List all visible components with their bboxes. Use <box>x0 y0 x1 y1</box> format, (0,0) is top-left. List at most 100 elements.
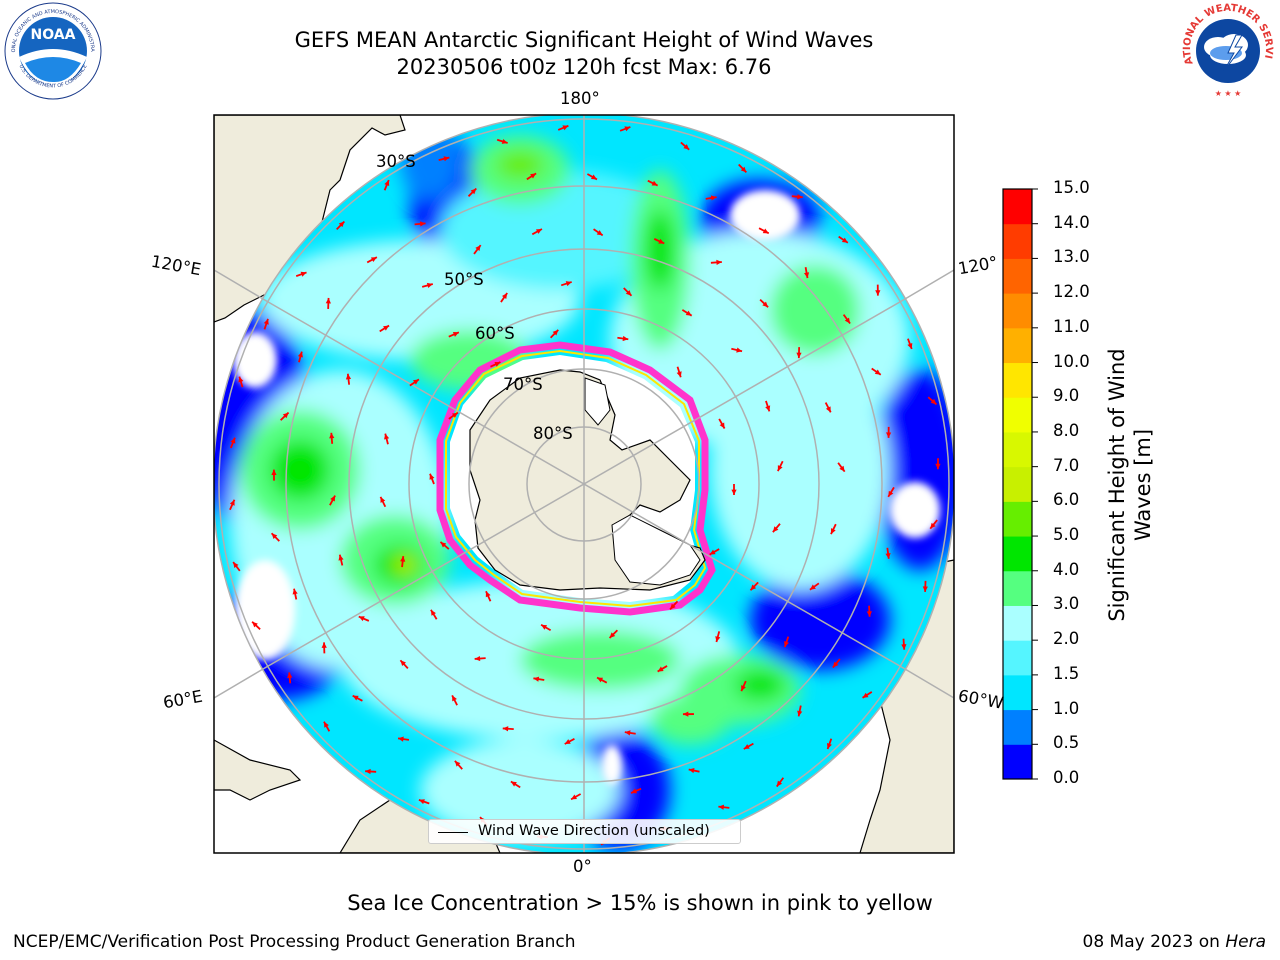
wind-wave-arrowhead <box>271 533 278 539</box>
wind-wave-arrowhead <box>384 180 390 187</box>
colorbar-tick-label: 0.5 <box>1053 733 1080 753</box>
wind-wave-arrowhead <box>741 685 746 692</box>
wind-wave-arrowhead <box>400 660 406 667</box>
wind-wave-arrowhead <box>400 556 406 562</box>
colorbar-bin <box>1003 223 1032 259</box>
colorbar-bin <box>1003 327 1032 364</box>
africa-land <box>214 739 302 801</box>
sea-ice-caption: Sea Ice Concentration > 15% is shown in … <box>347 891 933 915</box>
parallel-label-50s: 50°S <box>444 270 484 289</box>
colorbar-bin <box>1003 640 1032 676</box>
wind-wave-arrowhead <box>474 655 481 662</box>
wind-wave-arrowhead <box>429 473 435 480</box>
chart-title: GEFS MEAN Antarctic Significant Height o… <box>294 28 874 52</box>
legend-line-swatch <box>438 832 468 833</box>
wind-wave-arrowhead <box>803 272 810 279</box>
wind-wave-arrowhead <box>233 562 239 568</box>
wind-wave-arrowhead <box>718 804 725 810</box>
parallel-label-60s: 60°S <box>475 324 515 343</box>
wind-wave-arrowhead <box>330 495 336 502</box>
wind-wave-arrowhead <box>229 499 235 506</box>
wind-wave-arrowhead <box>886 432 892 438</box>
wind-wave-arrowhead <box>321 642 327 648</box>
wind-wave-arrowhead <box>571 794 578 800</box>
wind-wave-arrowhead <box>839 465 845 472</box>
wind-wave-arrowhead <box>271 469 277 476</box>
wind-wave-arrowhead <box>530 173 537 179</box>
colorbar-tick-label: 14.0 <box>1053 212 1090 232</box>
colorbar-bin <box>1003 293 1032 329</box>
colorbar-title: Significant Height of Wind Waves [m] <box>1105 348 1155 622</box>
colorbar-bin <box>1003 744 1032 780</box>
wind-wave-arrowhead <box>323 721 329 728</box>
wind-wave-arrowhead <box>383 325 390 331</box>
colorbar-tick-label: 3.0 <box>1053 594 1080 614</box>
wind-wave-arrowhead <box>710 195 717 201</box>
australia-land <box>214 115 406 323</box>
wind-wave-arrowhead <box>454 760 461 767</box>
colorbar-bin <box>1003 189 1032 225</box>
wind-wave-arrowhead <box>844 317 851 324</box>
wind-wave-arrowhead <box>657 666 664 672</box>
wind-wave-arrowhead <box>688 768 695 774</box>
colorbar-tick-label: 13.0 <box>1053 247 1090 267</box>
wind-wave-arrowhead <box>419 221 426 227</box>
svg-text:★ ★ ★: ★ ★ ★ <box>1215 89 1242 98</box>
wind-wave-arrowhead <box>452 332 459 337</box>
wind-wave-arrowhead <box>682 711 689 717</box>
colorbar-bin <box>1003 466 1032 502</box>
wind-wave-arrowhead <box>875 290 881 296</box>
wind-wave-arrowhead <box>564 739 571 745</box>
wind-wave-arrowhead <box>297 351 303 358</box>
wind-wave-arrowhead <box>338 221 345 228</box>
wind-wave-arrowhead <box>719 422 725 429</box>
wind-wave-arrowhead <box>501 293 508 299</box>
wind-wave-arrowhead <box>345 373 352 380</box>
footer-credit: NCEP/EMC/Verification Post Processing Pr… <box>13 932 576 952</box>
colorbar-bin <box>1003 501 1032 537</box>
colorbar-tick-label: 1.0 <box>1053 698 1080 718</box>
wind-wave-arrowhead <box>624 730 631 736</box>
wind-wave-arrowhead <box>562 125 569 131</box>
wind-wave-arrowhead <box>565 281 572 287</box>
wind-wave-arrowhead <box>709 549 716 555</box>
wind-wave-arrowhead <box>609 632 616 638</box>
wind-wave-arrowhead <box>597 677 604 683</box>
nws-logo: NATIONAL WEATHER SERVICE ★ ★ ★ <box>1178 1 1275 98</box>
wind-wave-arrowhead <box>797 194 803 200</box>
wind-wave-arrowhead <box>418 799 425 805</box>
wind-wave-arrowhead <box>370 257 377 263</box>
parallel-label-80s: 80°S <box>533 424 573 443</box>
wind-wave-arrowhead <box>501 138 508 144</box>
wind-wave-arrowhead <box>398 736 404 742</box>
wind-wave-arrowhead <box>935 463 941 470</box>
colorbar-tick-label: 12.0 <box>1053 282 1090 302</box>
wind-wave-arrowhead <box>736 347 743 353</box>
colorbar-bin <box>1003 362 1032 398</box>
colorbar-bin <box>1003 397 1032 433</box>
wind-wave-arrowhead <box>784 641 789 648</box>
wind-wave-arrowhead <box>832 661 839 668</box>
colorbar-tick-label: 0.0 <box>1053 768 1080 787</box>
wind-wave-arrowhead <box>510 781 517 787</box>
wind-wave-arrowhead <box>631 788 638 794</box>
wind-wave-arrowhead <box>796 352 802 359</box>
wind-wave-arrowhead <box>797 710 803 717</box>
wind-wave-arrowhead <box>862 692 869 698</box>
wind-wave-arrowhead <box>358 616 365 622</box>
wind-wave-arrowhead <box>282 412 289 419</box>
sea-ice-edge <box>436 341 716 616</box>
noaa-logo-text: NOAA <box>31 27 76 43</box>
chart-subtitle: 20230506 t00z 120h fcst Max: 6.76 <box>396 55 772 79</box>
wind-wave-arrowhead <box>930 522 936 529</box>
wind-wave-arrowhead <box>292 588 298 595</box>
wind-wave-arrowhead <box>930 398 937 405</box>
noaa-logo: NOAA NATIONAL OCEANIC AND ATMOSPHERIC AD… <box>3 1 102 100</box>
colorbar-tick-label: 15.0 <box>1053 178 1090 197</box>
wind-wave-arrowhead <box>541 624 548 630</box>
wind-wave-arrowhead <box>888 490 894 497</box>
wind-wave-arrowhead <box>622 335 629 342</box>
wind-wave-arrowhead <box>825 406 831 413</box>
wind-wave-arrowhead <box>502 726 509 732</box>
